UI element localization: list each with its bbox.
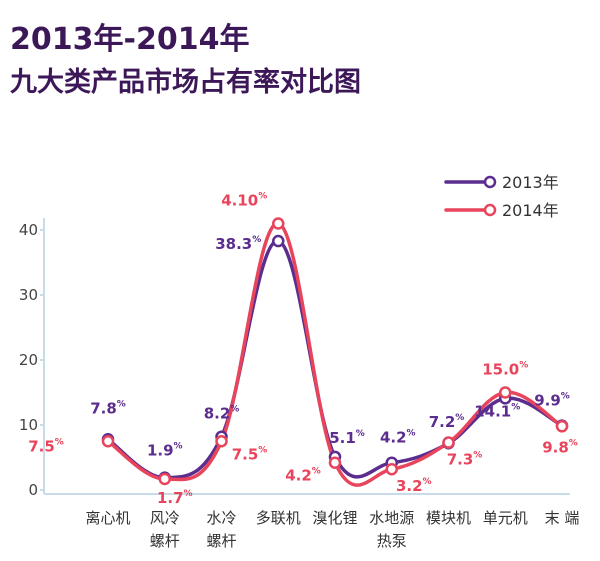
data-label-2013: 14.1%	[474, 402, 520, 420]
chart-axes: 0 10 20 30 40	[19, 218, 570, 499]
data-label-2013: 4.2%	[380, 429, 416, 447]
data-label-2013: 1.9%	[147, 442, 183, 460]
y-tick-label: 30	[19, 286, 38, 304]
chart-title-line2: 九大类产品市场占有率对比图	[10, 67, 361, 98]
y-tick-label: 40	[19, 221, 38, 239]
data-label-2014: 7.5%	[28, 437, 64, 455]
data-label-2014: 4.2%	[285, 467, 321, 485]
data-point-2013	[272, 234, 285, 248]
x-category-label: 螺杆	[150, 532, 180, 550]
data-label-2014: 7.5%	[232, 445, 268, 463]
y-tick-label: 10	[19, 416, 38, 434]
x-category-label: 热泵	[377, 532, 407, 550]
data-point-2014	[499, 386, 512, 399]
x-category-label: 螺杆	[206, 532, 236, 550]
series-line-2014	[106, 221, 564, 487]
chart-title-line1: 2013年-2014年	[10, 22, 250, 57]
data-label-2013: 9.9%	[534, 392, 570, 410]
data-label-2013: 5.1%	[329, 429, 365, 447]
category-labels: 离心机 风冷螺杆 水冷螺杆 多联机 溴化锂 水地源热泵 模块机 单元机末 端	[85, 509, 579, 550]
data-point-2014	[158, 472, 171, 486]
legend-swatch-marker-2013	[483, 175, 497, 189]
data-label-2014: 9.8%	[542, 438, 578, 456]
legend-label-2013: 2013年	[502, 173, 559, 192]
y-tick-label: 20	[19, 351, 38, 369]
data-label-2013: 8.2%	[204, 405, 240, 423]
data-label-2014: 7.3%	[447, 451, 483, 469]
x-category-label: 水冷	[206, 509, 236, 527]
data-label-2013: 7.2%	[429, 413, 465, 431]
x-category-label: 末 端	[545, 509, 580, 527]
data-point-2014	[328, 456, 342, 469]
series-markers	[101, 217, 569, 486]
y-tick-label: 0	[28, 481, 38, 499]
data-label-2014: 4.10%	[221, 192, 267, 210]
data-labels: 7.8% 1.9% 8.2% 38.3% 5.1% 4.2% 7.2% 14.1% 9.9% 7.…	[28, 192, 578, 507]
x-category-label: 离心机	[85, 509, 130, 527]
data-point-2014	[101, 435, 115, 448]
legend: 2013年 2014年	[444, 173, 559, 220]
data-point-2014	[442, 436, 455, 449]
data-label-2014: 15.0%	[482, 361, 528, 379]
data-label-2014: 3.2%	[396, 477, 432, 495]
legend-label-2014: 2014年	[502, 201, 559, 220]
data-label-2014: 1.7%	[157, 489, 193, 507]
data-point-2014	[272, 217, 285, 230]
data-label-2013: 7.8%	[90, 399, 126, 417]
legend-swatch-marker-2014	[483, 203, 497, 217]
data-point-2014	[215, 435, 228, 448]
x-category-label: 风冷	[150, 509, 180, 527]
series-lines	[106, 221, 564, 487]
x-category-label: 水地源	[369, 509, 414, 527]
data-label-2013: 38.3%	[215, 235, 261, 253]
x-category-label: 单元机	[483, 509, 528, 527]
x-category-label: 模块机	[426, 509, 471, 527]
data-point-2014	[555, 420, 569, 433]
x-category-label: 溴化锂	[312, 509, 357, 527]
data-point-2014	[385, 462, 398, 476]
x-category-label: 多联机	[256, 509, 301, 527]
